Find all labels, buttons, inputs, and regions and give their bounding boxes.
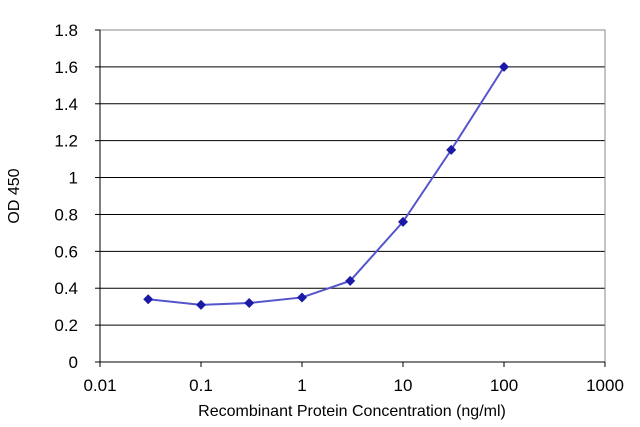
y-tick-label: 0.2	[54, 316, 78, 335]
y-axis-label: OD 450	[6, 168, 23, 223]
y-tick-label: 1.4	[54, 95, 78, 114]
x-tick-label: 0.01	[83, 376, 116, 395]
x-tick-label: 0.1	[189, 376, 213, 395]
plot-area-frame	[99, 29, 606, 363]
x-tick-label: 1	[297, 376, 306, 395]
y-tick-label: 1.6	[54, 58, 78, 77]
data-point	[499, 61, 509, 72]
x-axis-label: Recombinant Protein Concentration (ng/ml…	[198, 403, 506, 420]
x-tick-label: 100	[490, 376, 518, 395]
data-point	[297, 292, 307, 303]
y-tick-label: 0	[69, 353, 78, 372]
x-tick-label: 10	[394, 376, 413, 395]
series-layer	[143, 61, 509, 310]
y-tick-label: 0.4	[54, 279, 78, 298]
data-point	[446, 144, 457, 155]
y-tick-label: 0.6	[54, 242, 78, 261]
data-point	[244, 297, 255, 308]
tick-labels: 0 0.2 0.4 0.6 0.8 1 1.2 1.4 1.6 1.8 0.01 0.1 1 10 100 1…	[54, 21, 624, 395]
data-point	[398, 216, 408, 227]
y-tick-label: 1.8	[54, 21, 78, 40]
x-tick-label: 1000	[586, 376, 624, 395]
axes	[95, 29, 606, 367]
series-line	[148, 66, 505, 306]
data-point	[143, 294, 154, 305]
y-tick-label: 1	[69, 169, 78, 188]
data-point	[196, 299, 206, 310]
y-tick-label: 1.2	[54, 132, 78, 151]
y-tick-label: 0.8	[54, 205, 78, 224]
data-point	[345, 275, 356, 286]
